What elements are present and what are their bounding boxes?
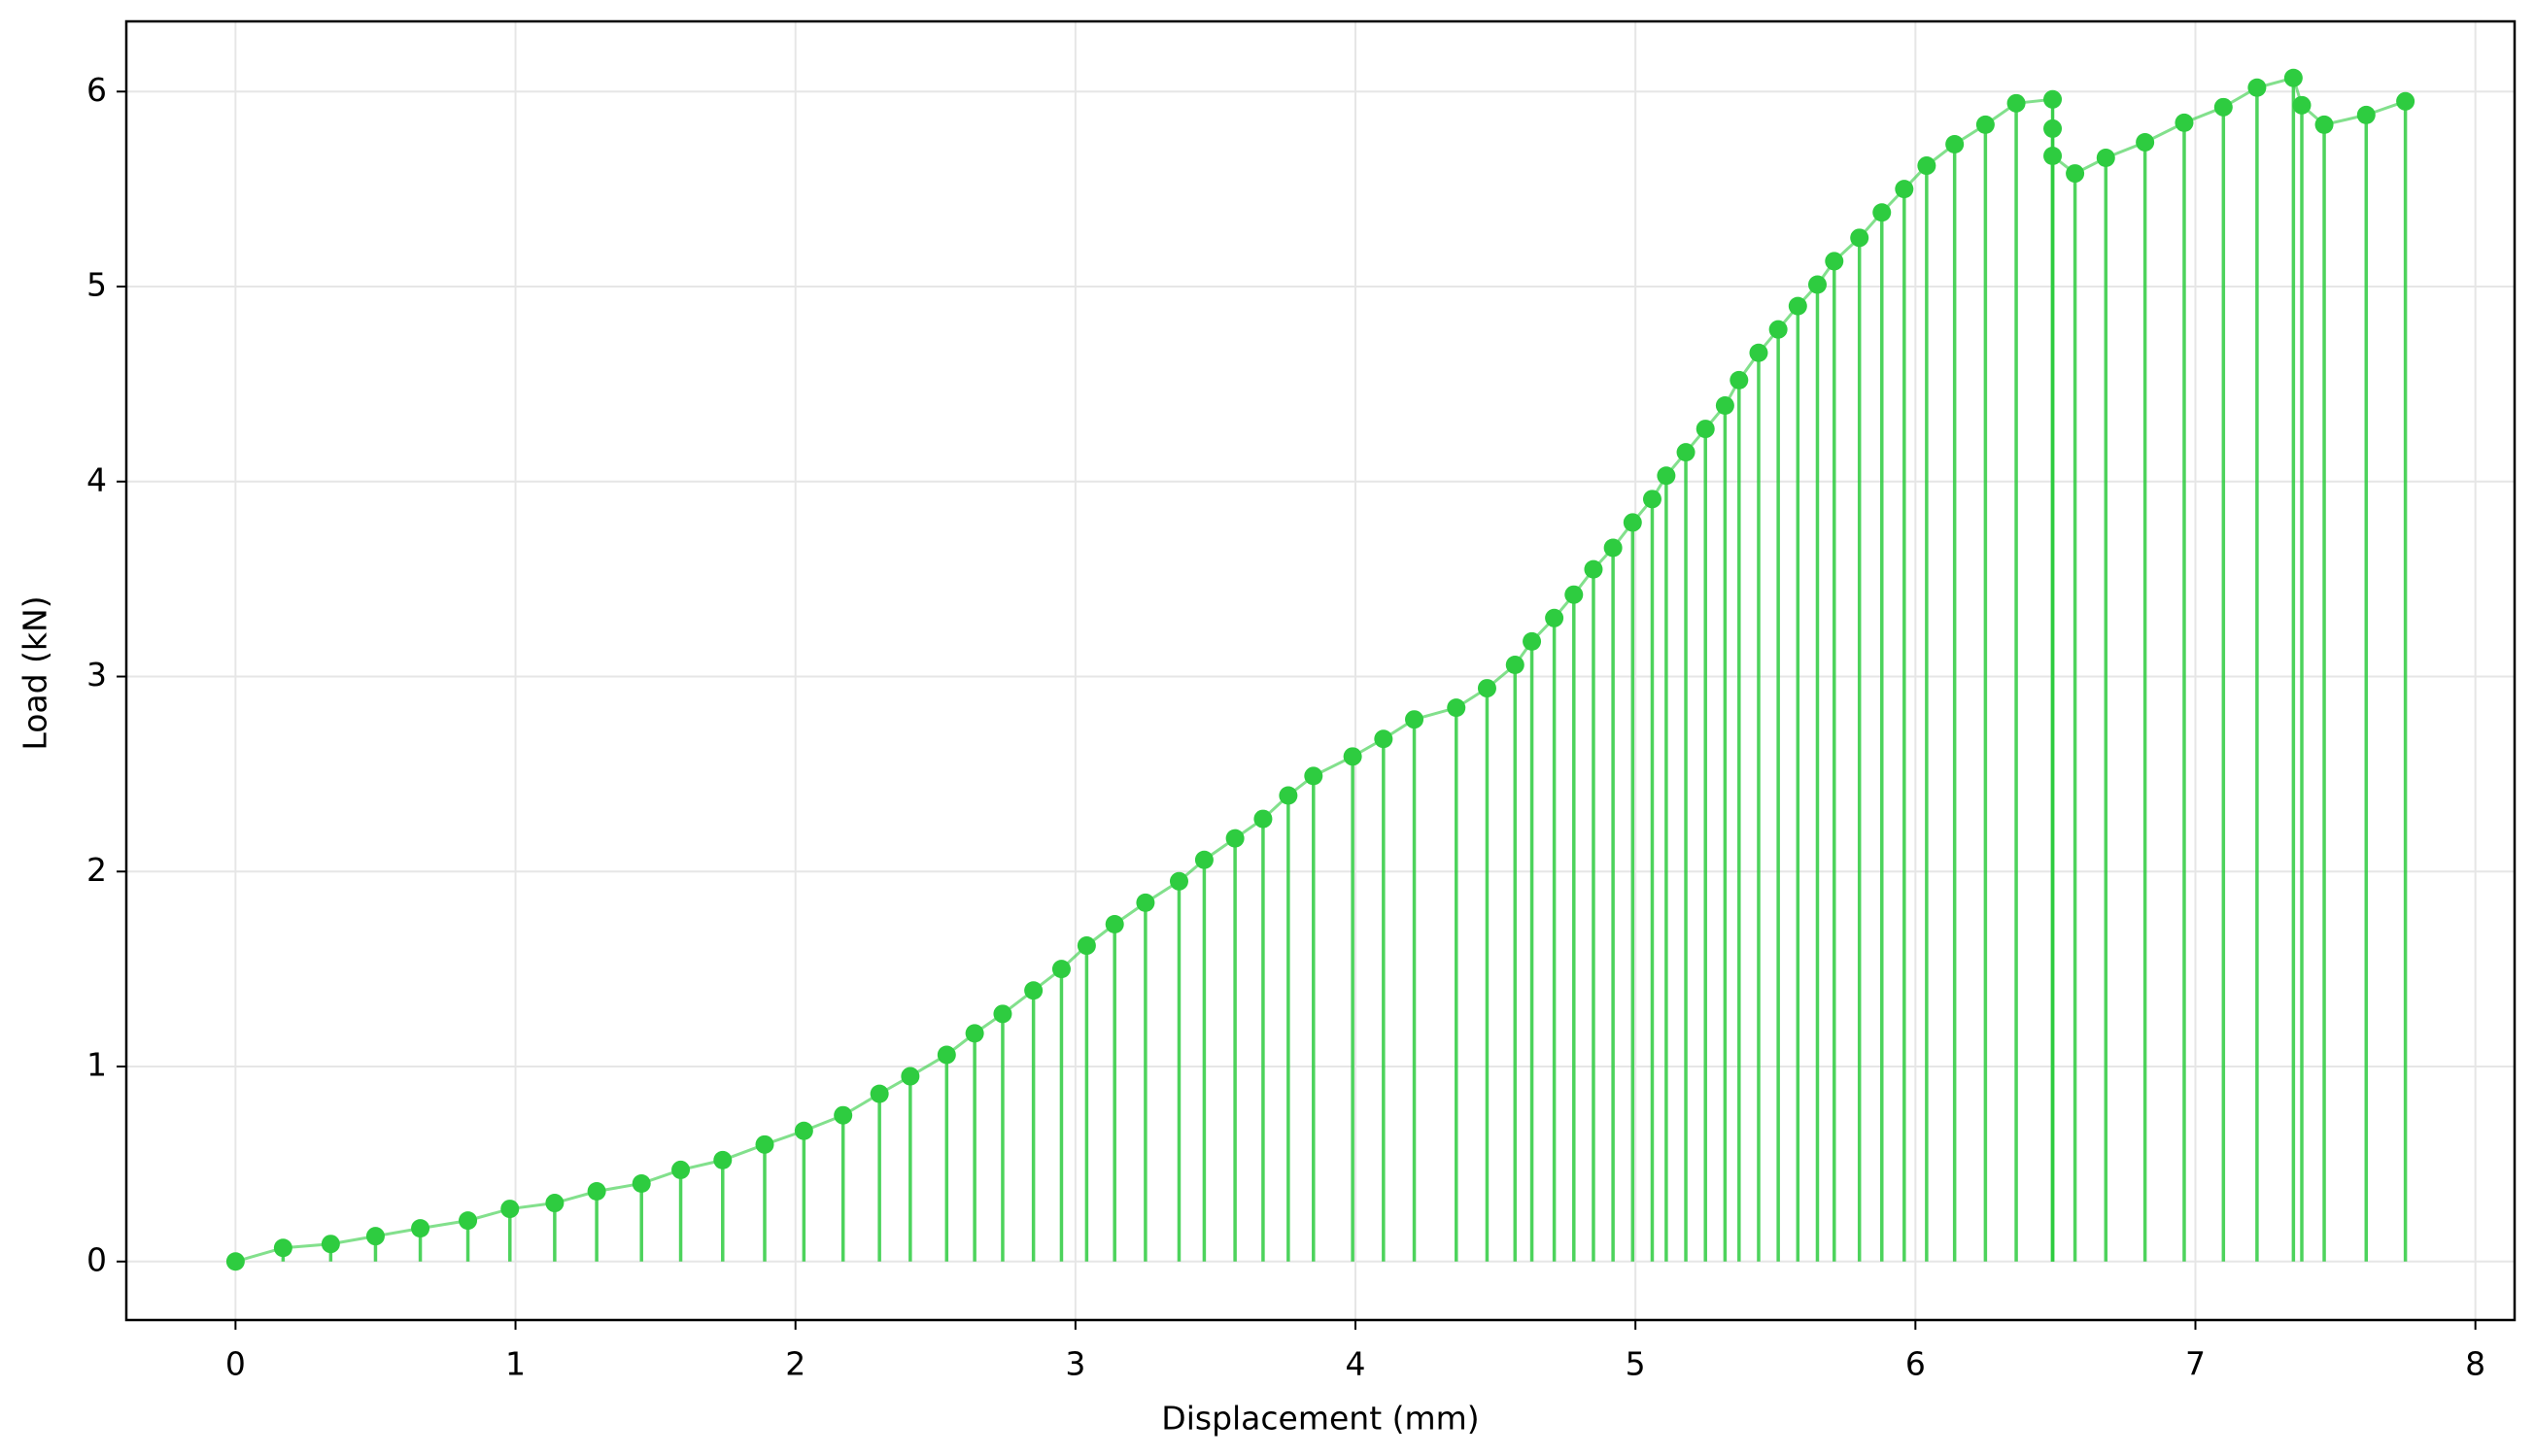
marker xyxy=(365,1227,385,1246)
marker xyxy=(834,1105,853,1125)
marker xyxy=(671,1160,691,1179)
marker xyxy=(1447,698,1466,718)
y-tick-label: 4 xyxy=(86,460,107,498)
marker xyxy=(993,1004,1012,1024)
marker xyxy=(1788,296,1807,316)
marker xyxy=(2043,119,2063,138)
marker xyxy=(1603,538,1623,558)
marker xyxy=(273,1238,292,1258)
marker xyxy=(1917,156,1936,176)
marker xyxy=(1642,490,1661,509)
marker xyxy=(1194,850,1214,869)
x-tick-label: 1 xyxy=(505,1345,526,1383)
y-tick-label: 1 xyxy=(86,1046,107,1084)
marker xyxy=(2283,68,2303,87)
marker xyxy=(2006,93,2026,113)
marker xyxy=(459,1211,478,1231)
marker xyxy=(2136,132,2155,152)
marker xyxy=(2314,115,2334,134)
marker xyxy=(1225,829,1245,848)
marker xyxy=(1374,729,1393,749)
marker xyxy=(2356,105,2376,124)
y-axis-label: Load (kN) xyxy=(17,595,54,750)
marker xyxy=(2043,89,2063,109)
y-tick-label: 6 xyxy=(86,71,107,109)
marker xyxy=(870,1084,889,1103)
marker xyxy=(1715,395,1734,415)
marker xyxy=(1253,809,1273,829)
marker xyxy=(2213,97,2233,117)
x-tick-label: 5 xyxy=(1626,1345,1646,1383)
marker xyxy=(1807,275,1827,294)
marker xyxy=(1343,747,1362,766)
marker xyxy=(1749,343,1768,362)
marker xyxy=(1077,936,1096,956)
marker xyxy=(1304,766,1323,786)
marker xyxy=(2292,95,2312,115)
marker xyxy=(1730,370,1749,389)
marker xyxy=(1584,559,1603,579)
marker xyxy=(2043,147,2063,166)
marker xyxy=(1768,320,1788,339)
marker xyxy=(755,1134,774,1154)
marker xyxy=(1676,443,1696,462)
marker xyxy=(1545,608,1564,627)
marker xyxy=(1105,914,1124,933)
marker xyxy=(2175,113,2194,132)
marker xyxy=(587,1182,606,1202)
marker xyxy=(2066,164,2085,184)
plot-frame xyxy=(124,19,2517,1322)
connecting-line xyxy=(234,76,2407,1264)
y-tick-label: 2 xyxy=(86,851,107,889)
y-tick-label: 0 xyxy=(86,1240,107,1278)
marker xyxy=(1825,252,1844,271)
marker xyxy=(1850,228,1869,248)
marker xyxy=(2396,91,2415,111)
x-tick-label: 4 xyxy=(1346,1345,1366,1383)
marker xyxy=(1872,203,1892,222)
marker xyxy=(901,1067,920,1086)
marker xyxy=(937,1045,956,1065)
marker xyxy=(1477,679,1496,698)
marker xyxy=(1024,981,1044,1000)
marker xyxy=(1405,710,1424,729)
x-tick-label: 0 xyxy=(225,1345,246,1383)
y-tick-label: 3 xyxy=(86,656,107,694)
marker xyxy=(1279,786,1298,805)
marker xyxy=(1051,960,1071,979)
marker xyxy=(794,1121,813,1140)
x-tick-label: 6 xyxy=(1905,1345,1926,1383)
marker xyxy=(545,1194,565,1213)
x-axis-label: Displacement (mm) xyxy=(1161,1400,1479,1438)
marker xyxy=(1623,513,1642,532)
y-tick-label: 5 xyxy=(86,266,107,304)
marker xyxy=(1945,134,1965,153)
marker xyxy=(1523,631,1542,651)
marker xyxy=(713,1150,733,1169)
x-tick-label: 7 xyxy=(2185,1345,2206,1383)
x-tick-label: 8 xyxy=(2465,1345,2485,1383)
marker xyxy=(1975,115,1995,134)
marker xyxy=(225,1252,245,1271)
marker xyxy=(2247,78,2267,97)
x-tick-label: 2 xyxy=(785,1345,805,1383)
marker xyxy=(1564,585,1584,604)
marker xyxy=(2096,149,2115,168)
marker xyxy=(1696,420,1715,439)
marker xyxy=(1895,180,1914,199)
marker xyxy=(1657,466,1676,486)
x-tick-label: 3 xyxy=(1065,1345,1085,1383)
marker xyxy=(500,1200,520,1219)
marker xyxy=(1169,871,1188,891)
marker xyxy=(321,1235,340,1254)
marker xyxy=(411,1219,430,1238)
marker xyxy=(1136,893,1155,912)
marker xyxy=(965,1024,984,1043)
marker xyxy=(632,1173,651,1193)
marker xyxy=(1505,655,1524,674)
